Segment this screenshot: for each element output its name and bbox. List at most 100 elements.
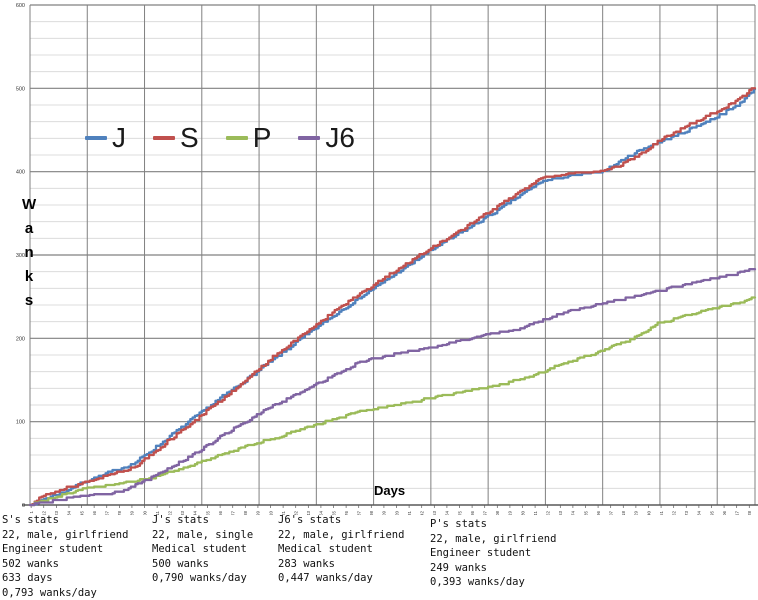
y-tick-label: 400 <box>16 170 25 176</box>
stats-block-J: J's stats 22, male, single Medical student… <box>152 513 253 586</box>
x-tick-label: 23 <box>54 511 59 515</box>
legend-marker-J <box>85 136 107 140</box>
stats-line: 22, male, girlfriend <box>430 532 557 545</box>
x-tick-label: 45 <box>79 511 84 515</box>
stats-line: 22, male, girlfriend <box>278 528 405 541</box>
x-tick-label: 364 <box>445 511 450 515</box>
stats-block-S: S's stats 22, male, girlfriend Engineer st… <box>2 513 128 600</box>
x-tick-label: 474 <box>571 511 576 515</box>
x-tick-label: 133 <box>180 511 185 515</box>
y-tick-label: 600 <box>16 3 25 9</box>
stats-line: 22, male, girlfriend <box>2 528 129 541</box>
stats-line: 500 wanks <box>152 557 209 570</box>
y-axis-title-letter: a <box>24 220 34 237</box>
stats-line: 283 wanks <box>278 557 335 570</box>
x-tick-label: 496 <box>596 511 601 515</box>
series-line-J <box>28 88 757 507</box>
x-tick-label: 485 <box>583 511 588 515</box>
stats-line: Engineer student <box>2 543 104 555</box>
x-tick-label: 584 <box>697 511 702 515</box>
stats-line: Engineer student <box>430 547 532 559</box>
legend-label: P <box>252 122 272 153</box>
stats-block-P: P's stats 22, male, girlfriend Engineer st… <box>430 517 556 590</box>
legend-marker-P <box>225 136 248 140</box>
x-tick-label: 188 <box>243 511 248 515</box>
x-tick-label: 595 <box>709 511 714 515</box>
x-tick-label: 100 <box>142 511 147 515</box>
x-tick-label: 12 <box>42 511 47 515</box>
x-tick-label: 155 <box>205 511 210 515</box>
series-line-P <box>28 296 757 507</box>
stats-line: 633 days <box>2 572 53 584</box>
x-tick-label: 518 <box>621 511 626 515</box>
y-tick-label: 500 <box>16 86 25 92</box>
x-tick-label: 111 <box>155 511 160 515</box>
x-tick-label: 463 <box>558 511 563 515</box>
stats-line: 502 wanks <box>2 557 59 570</box>
x-tick-label: 628 <box>747 511 752 515</box>
x-tick-label: 562 <box>671 511 676 515</box>
x-tick-label: 441 <box>533 511 538 515</box>
x-tick-label: 177 <box>231 511 236 515</box>
series-line-S <box>28 87 757 507</box>
x-tick-label: 210 <box>268 511 273 515</box>
legend-item-S: S <box>153 122 199 154</box>
x-tick-label: 34 <box>67 511 72 515</box>
x-tick-label: 551 <box>659 511 664 515</box>
x-tick-label: 540 <box>646 511 651 515</box>
legend-label: S <box>180 122 199 153</box>
x-tick-label: 342 <box>420 511 425 515</box>
legend-item-J: J <box>85 122 126 154</box>
y-tick-label: 300 <box>16 253 25 259</box>
legend-item-P: P <box>225 122 272 154</box>
stats-title: S's stats <box>2 514 59 526</box>
x-tick-label: 144 <box>193 511 198 515</box>
x-tick-label: 254 <box>319 511 324 515</box>
y-tick-label: 0 <box>22 503 25 509</box>
x-tick-label: 243 <box>306 511 311 515</box>
x-tick-label: 122 <box>168 511 173 515</box>
stats-line: 22, male, single <box>152 528 254 541</box>
stats-block-J6: J6's stats 22, male, girlfriend Medical st… <box>278 513 404 586</box>
x-tick-label: 67 <box>105 511 110 515</box>
x-tick-label: 232 <box>294 511 299 515</box>
legend-item-J6: J6 <box>298 122 355 154</box>
x-tick-label: 89 <box>130 511 135 515</box>
x-axis-title: Days <box>374 483 406 498</box>
stats-title: P's stats <box>430 518 487 530</box>
legend-label: J6 <box>325 122 355 153</box>
x-tick-label: 166 <box>218 511 223 515</box>
legend-marker-S <box>153 136 175 140</box>
x-tick-label: 56 <box>92 511 97 515</box>
x-tick-label: 606 <box>722 511 727 515</box>
y-axis-title-letter: s <box>24 292 34 309</box>
x-tick-label: 408 <box>495 511 500 515</box>
x-tick-label: 419 <box>508 511 513 515</box>
x-tick-label: 309 <box>382 511 387 515</box>
stats-line: Medical student <box>278 543 373 555</box>
legend-marker-J6 <box>298 136 321 140</box>
x-tick-label: 397 <box>482 511 487 515</box>
x-tick-label: 331 <box>407 511 412 515</box>
stats-line: 0,790 wanks/day <box>152 572 247 584</box>
x-tick-label: 287 <box>357 511 362 515</box>
x-tick-label: 320 <box>394 511 399 515</box>
x-tick-label: 276 <box>344 511 349 515</box>
stats-line: 0,393 wanks/day <box>430 576 525 588</box>
x-tick-label: 78 <box>117 511 122 515</box>
x-tick-label: 529 <box>634 511 639 515</box>
x-tick-label: 221 <box>281 511 286 515</box>
stats-line: 0,447 wanks/day <box>278 572 373 584</box>
y-axis-title-letter: k <box>24 268 34 285</box>
y-tick-label: 200 <box>16 336 25 342</box>
stats-row: S's stats 22, male, girlfriend Engineer st… <box>0 513 758 600</box>
stats-line: 0,793 wanks/day <box>2 586 97 599</box>
stats-title: J's stats <box>152 514 209 526</box>
y-tick-label: 100 <box>16 420 25 426</box>
x-tick-label: 452 <box>545 511 550 515</box>
x-tick-label: 375 <box>457 511 462 515</box>
x-tick-label: 386 <box>470 511 475 515</box>
cumulative-line-chart: 0 100 200 300 400 500 600 1 12 23 34 45 56 67 78 89 100 1… <box>16 3 758 515</box>
